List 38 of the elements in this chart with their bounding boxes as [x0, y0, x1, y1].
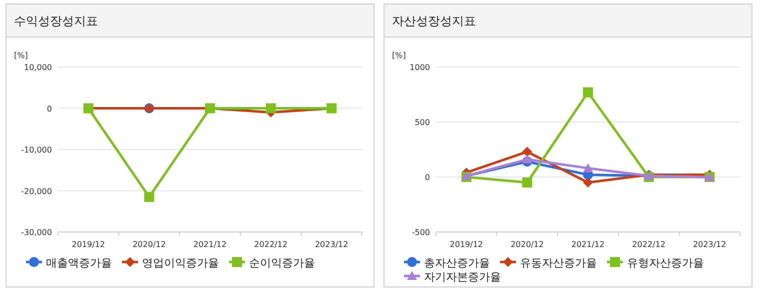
x-tick-label: 2022/12 — [254, 240, 288, 249]
point — [144, 192, 154, 202]
x-tick-label: 2019/12 — [450, 240, 484, 249]
point — [266, 103, 276, 114]
y-axis-title: [%] — [392, 51, 406, 60]
x-tick-label: 2023/12 — [314, 240, 348, 249]
y-tick-label: -500 — [412, 228, 430, 237]
point — [583, 163, 593, 172]
x-tick-label: 2023/12 — [692, 240, 726, 249]
y-tick-label: 0 — [46, 104, 52, 114]
y-tick-label: 1000 — [410, 63, 430, 72]
y-tick-label: 500 — [414, 118, 430, 127]
y-tick-label: 10,000 — [24, 63, 52, 72]
legend-label: 영업이익증가율 — [142, 256, 219, 270]
y-axis-title: [%] — [14, 51, 28, 60]
chart-title: 자산성장성지표 — [392, 14, 476, 28]
legend-label: 총자산증가율 — [424, 256, 490, 270]
x-tick-label: 2020/12 — [132, 240, 166, 249]
x-tick-label: 2022/12 — [632, 240, 666, 249]
x-tick-label: 2021/12 — [193, 240, 227, 249]
point — [583, 87, 593, 98]
legend-label: 매출액증가율 — [46, 256, 112, 270]
y-tick-label: 0 — [424, 173, 430, 182]
point — [522, 178, 532, 188]
chart-title: 수익성장성지표 — [14, 14, 98, 28]
y-tick-label: -20,000 — [21, 186, 52, 196]
y-tick-label: -10,000 — [21, 146, 52, 154]
point — [522, 154, 532, 164]
x-tick-label: 2019/12 — [72, 240, 106, 249]
legend-label: 유형자산증가율 — [627, 256, 704, 270]
legend-label: 순이익증가율 — [249, 256, 315, 270]
legend-label: 유동자산증가율 — [520, 256, 597, 270]
x-tick-label: 2020/12 — [510, 240, 544, 249]
y-tick-label: -30,000 — [21, 228, 52, 237]
point — [583, 178, 593, 188]
x-tick-label: 2021/12 — [571, 240, 605, 249]
legend-label: 자기자본증가율 — [424, 270, 501, 284]
point — [522, 146, 532, 157]
